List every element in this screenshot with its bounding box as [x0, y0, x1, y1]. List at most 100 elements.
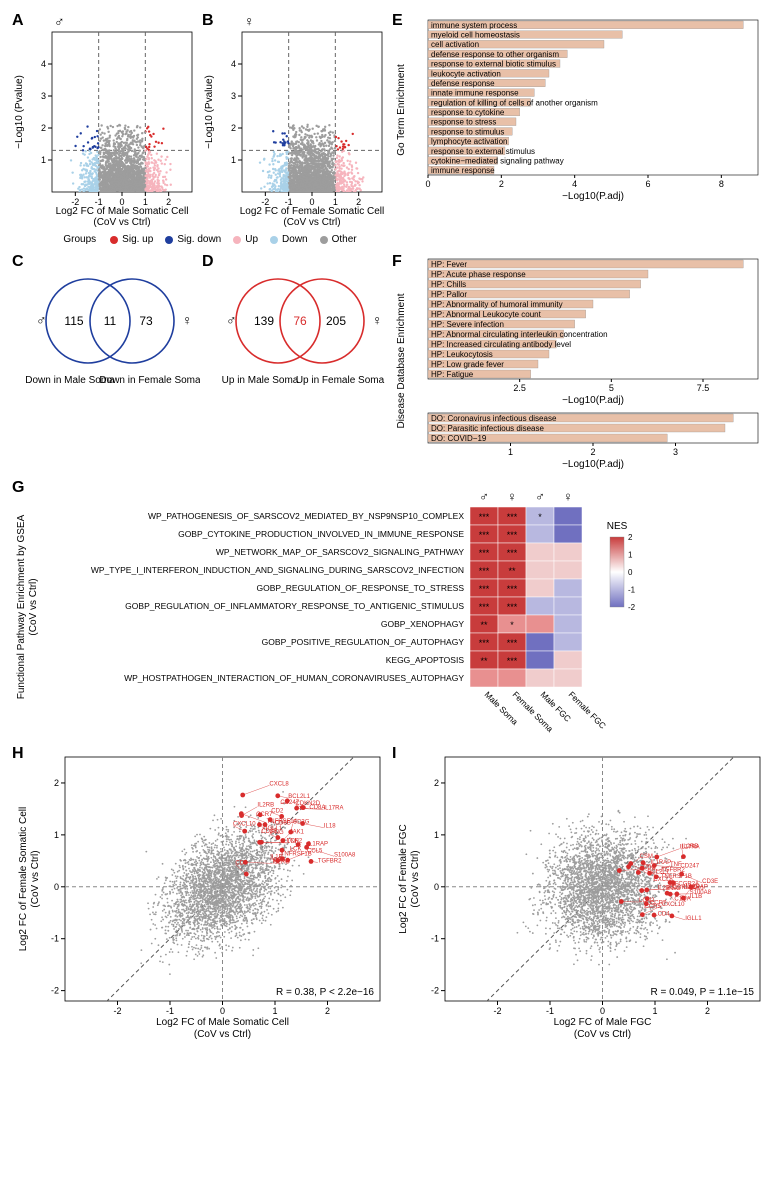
svg-text:HP: Fatigue: HP: Fatigue — [431, 370, 474, 379]
legend-item: Other — [320, 234, 357, 245]
panel-d-label: D — [202, 253, 214, 271]
svg-text:♂: ♂ — [535, 489, 545, 504]
svg-text:HP: Low grade fever: HP: Low grade fever — [431, 360, 504, 369]
svg-text:205: 205 — [326, 314, 346, 328]
svg-text:response to stress: response to stress — [431, 118, 496, 127]
svg-text:DO: Coronavirus infectious dis: DO: Coronavirus infectious disease — [431, 414, 557, 423]
panel-e: E Go Term Enrichment immune system proces… — [390, 10, 770, 210]
legend-item: Down — [270, 234, 308, 245]
svg-text:3: 3 — [41, 91, 46, 101]
panel-i: I CDKN2DLCN2CD4JAK1CCR5TGFBR2CD247IL1RAP… — [390, 743, 770, 1043]
panel-a-label: A — [12, 12, 24, 30]
groups-legend: Groups Sig. upSig. downUpDownOther — [10, 234, 390, 245]
legend-item: Sig. up — [110, 234, 153, 245]
svg-text:leukocyte activation: leukocyte activation — [431, 69, 501, 78]
svg-text:response to external biotic st: response to external biotic stimulus — [431, 60, 556, 69]
svg-text:defense response to other orga: defense response to other organism — [431, 50, 559, 59]
svg-text:Go Term Enrichment: Go Term Enrichment — [396, 64, 407, 156]
svg-text:HP: Acute phase response: HP: Acute phase response — [431, 270, 526, 279]
svg-text:4: 4 — [231, 59, 236, 69]
svg-text:8: 8 — [719, 179, 724, 189]
svg-text:2: 2 — [41, 123, 46, 133]
svg-text:DO: COVID−19: DO: COVID−19 — [431, 434, 487, 443]
panel-h-label: H — [12, 745, 24, 763]
svg-text:7.5: 7.5 — [697, 383, 710, 393]
svg-text:response to stimulus: response to stimulus — [431, 127, 504, 136]
svg-text:HP: Pallor: HP: Pallor — [431, 290, 467, 299]
svg-text:1: 1 — [508, 447, 513, 457]
panel-e-label: E — [392, 12, 403, 30]
svg-text:Functional Pathway Enrichment: Functional Pathway Enrichment by GSEA — [16, 514, 27, 699]
panel-b: B ♀-2-10121234Log2 FC of Female Somatic … — [200, 10, 390, 230]
svg-text:3: 3 — [231, 91, 236, 101]
svg-text:♂: ♂ — [226, 312, 237, 328]
panel-i-label: I — [392, 745, 396, 763]
svg-text:cytokine−mediated signaling pa: cytokine−mediated signaling pathway — [431, 156, 564, 165]
svg-text:lymphocyte activation: lymphocyte activation — [431, 137, 507, 146]
legend-title: Groups — [63, 234, 96, 245]
panel-f: F Disease Database EnrichmentHP: FeverHP… — [390, 251, 770, 471]
svg-text:♂: ♂ — [479, 489, 489, 504]
svg-text:HP: Chills: HP: Chills — [431, 280, 466, 289]
panel-f-label: F — [392, 253, 402, 271]
svg-text:innate immune response: innate immune response — [431, 89, 519, 98]
panel-c-label: C — [12, 253, 24, 271]
svg-text:2: 2 — [590, 447, 595, 457]
svg-text:(CoV vs Ctrl): (CoV vs Ctrl) — [28, 578, 39, 635]
svg-text:immune system process: immune system process — [431, 21, 517, 30]
svg-text:2: 2 — [231, 123, 236, 133]
figure-root: A ♂-2-10121234Log2 FC of Male Somatic Ce… — [0, 0, 783, 1053]
svg-text:115: 115 — [64, 314, 83, 328]
svg-text:2: 2 — [499, 179, 504, 189]
svg-text:HP: Increased circulating anti: HP: Increased circulating antibody level — [431, 340, 571, 349]
svg-text:HP: Abnormal circulating inter: HP: Abnormal circulating interleukin con… — [431, 330, 608, 339]
svg-text:5: 5 — [609, 383, 614, 393]
panel-g-label: G — [12, 479, 24, 497]
panel-d: D ♂ ♀ 139 76 205 Up in Male SomaUp in Female … — [200, 251, 390, 411]
svg-text:♀: ♀ — [372, 312, 383, 328]
panel-h: H S100A8IL1BBCL2L1CXCL8IL2RGLCN2IFNGCDKN… — [10, 743, 390, 1043]
svg-text:139: 139 — [254, 314, 274, 328]
svg-text:cell activation: cell activation — [431, 40, 479, 49]
svg-text:2.5: 2.5 — [513, 383, 526, 393]
svg-text:−Log10 (Pvalue): −Log10 (Pvalue) — [204, 75, 215, 149]
svg-text:76: 76 — [293, 314, 307, 328]
svg-text:HP: Severe infection: HP: Severe infection — [431, 320, 504, 329]
svg-text:HP: Fever: HP: Fever — [431, 260, 467, 269]
svg-text:defense response: defense response — [431, 79, 495, 88]
svg-text:HP: Leukocytosis: HP: Leukocytosis — [431, 350, 493, 359]
svg-text:Log2 FC of Female Somatic Cell: Log2 FC of Female Somatic Cell — [240, 206, 385, 217]
svg-text:Log2 FC of Male Somatic Cell: Log2 FC of Male Somatic Cell — [56, 206, 189, 217]
panel-a: A ♂-2-10121234Log2 FC of Male Somatic Ce… — [10, 10, 200, 230]
legend-item: Up — [233, 234, 258, 245]
svg-text:HP: Abnormality of humoral imm: HP: Abnormality of humoral immunity — [431, 300, 563, 309]
svg-text:♀: ♀ — [244, 13, 255, 29]
svg-text:−Log10(P.adj): −Log10(P.adj) — [562, 395, 624, 406]
panel-g: G Functional Pathway Enrichment by GSEA(… — [10, 477, 773, 737]
svg-text:6: 6 — [645, 179, 650, 189]
svg-text:regulation of killing of cells: regulation of killing of cells of anothe… — [431, 98, 598, 107]
svg-text:Disease Database Enrichment: Disease Database Enrichment — [396, 293, 407, 428]
svg-text:(CoV vs Ctrl): (CoV vs Ctrl) — [93, 217, 150, 228]
svg-text:1: 1 — [231, 155, 236, 165]
svg-text:3: 3 — [673, 447, 678, 457]
svg-text:1: 1 — [41, 155, 46, 165]
svg-text:11: 11 — [104, 314, 117, 328]
svg-text:−Log10(P.adj): −Log10(P.adj) — [562, 459, 624, 470]
svg-text:DO: Parasitic infectious disea: DO: Parasitic infectious disease — [431, 424, 544, 433]
svg-text:HP: Abnormal Leukocyte count: HP: Abnormal Leukocyte count — [431, 310, 542, 319]
svg-text:myeloid cell homeostasis: myeloid cell homeostasis — [431, 31, 520, 40]
svg-text:response to cytokine: response to cytokine — [431, 108, 505, 117]
svg-text:***: *** — [479, 512, 490, 522]
svg-text:♂: ♂ — [36, 312, 47, 328]
svg-text:immune response: immune response — [431, 166, 495, 175]
svg-text:WP_PATHOGENESIS_OF_SARSCOV2_ME: WP_PATHOGENESIS_OF_SARSCOV2_MEDIATED_BY_… — [148, 511, 464, 521]
svg-text:(CoV vs Ctrl): (CoV vs Ctrl) — [283, 217, 340, 228]
svg-text:Up in Male Soma: Up in Male Soma — [222, 375, 299, 386]
panel-c: C ♂♀1151173Down in Male SomaDown in Fema… — [10, 251, 200, 411]
svg-text:0: 0 — [425, 179, 430, 189]
svg-text:♂: ♂ — [54, 13, 65, 29]
svg-text:♀: ♀ — [182, 312, 193, 328]
svg-text:Up in Female Soma: Up in Female Soma — [296, 375, 385, 386]
svg-text:−Log10 (Pvalue): −Log10 (Pvalue) — [14, 75, 25, 149]
